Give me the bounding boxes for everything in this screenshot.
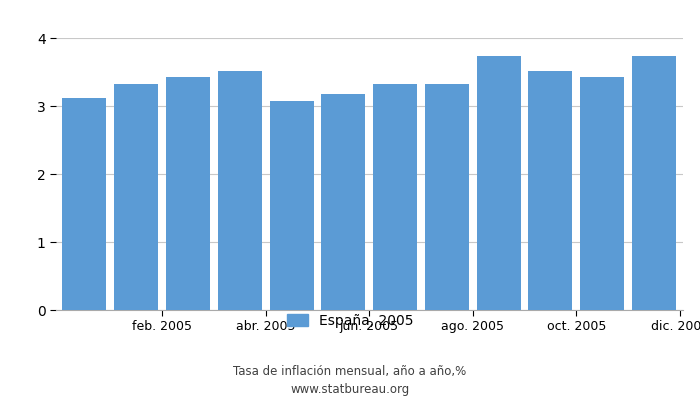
Legend: España, 2005: España, 2005 bbox=[281, 308, 419, 333]
Bar bbox=[425, 84, 469, 310]
Text: www.statbureau.org: www.statbureau.org bbox=[290, 384, 410, 396]
Bar bbox=[218, 71, 262, 310]
Bar bbox=[373, 84, 417, 310]
Bar bbox=[166, 77, 210, 310]
Bar bbox=[477, 56, 521, 310]
Bar bbox=[580, 77, 624, 310]
Text: Tasa de inflación mensual, año a año,%: Tasa de inflación mensual, año a año,% bbox=[233, 366, 467, 378]
Bar bbox=[270, 100, 314, 310]
Bar bbox=[632, 56, 676, 310]
Bar bbox=[321, 94, 365, 310]
Bar bbox=[114, 84, 158, 310]
Bar bbox=[62, 98, 106, 310]
Bar bbox=[528, 71, 573, 310]
